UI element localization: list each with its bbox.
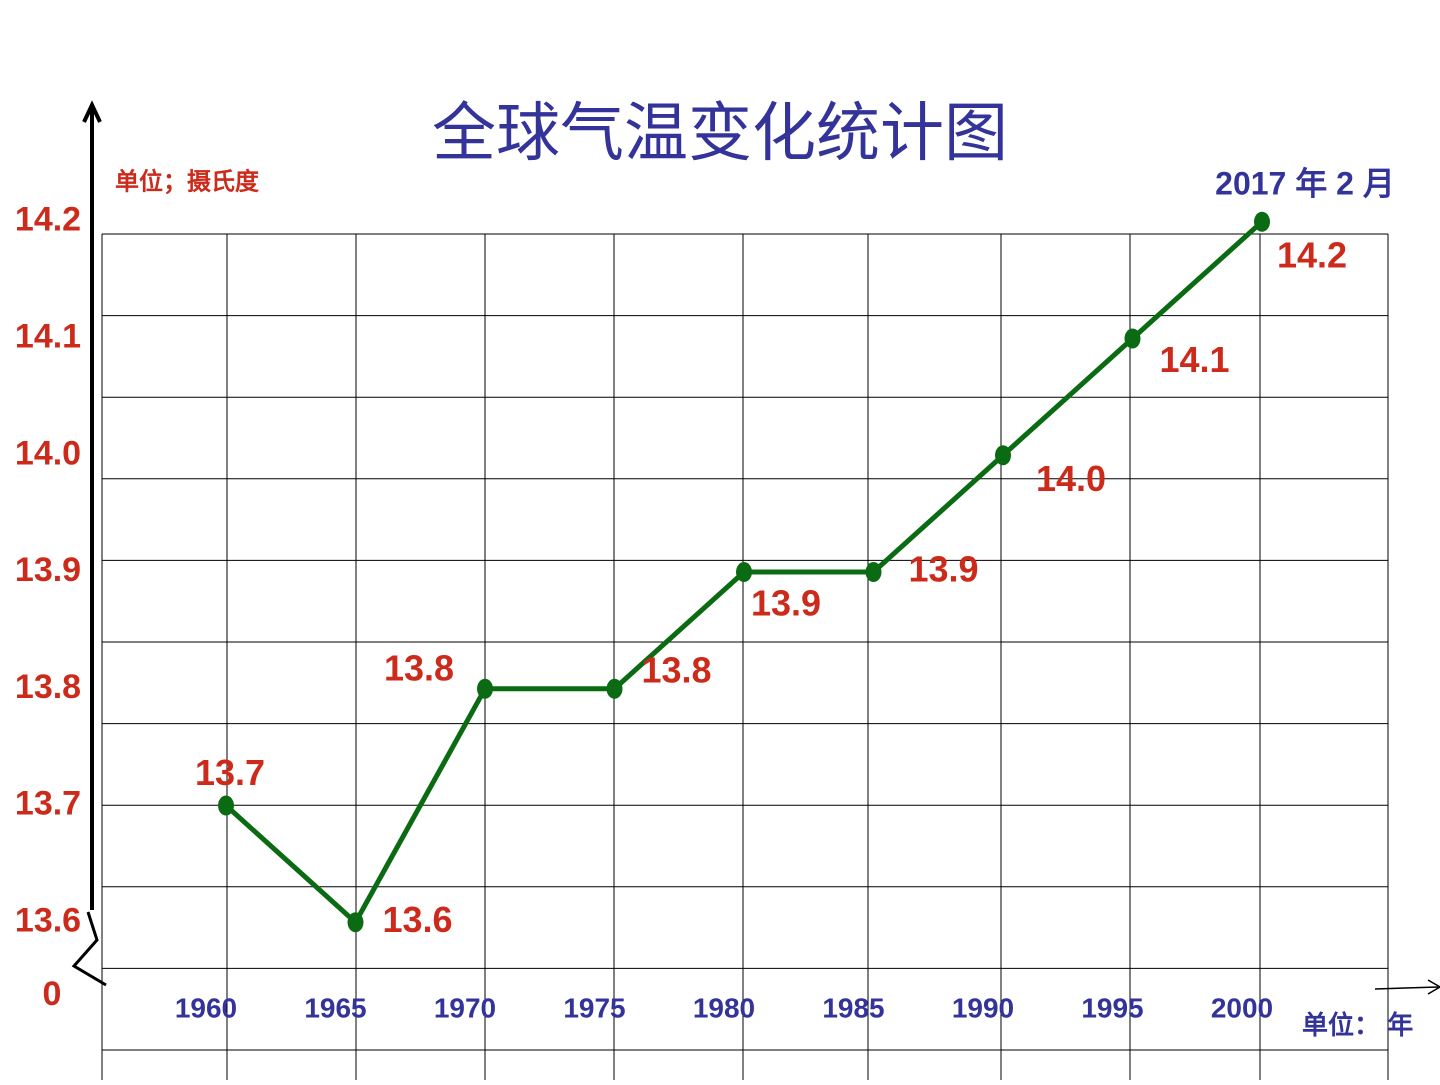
data-point: [1254, 211, 1270, 232]
data-point: [995, 445, 1011, 466]
y-tick-label: 13.7: [15, 785, 81, 823]
x-tick-label: 1975: [563, 992, 625, 1023]
value-label: 13.8: [641, 649, 711, 690]
y-tick-label: 0: [43, 975, 62, 1013]
data-point: [865, 562, 882, 583]
y-tick-label: 13.8: [15, 668, 81, 706]
value-label: 13.7: [195, 752, 265, 793]
chart-title: 全球气温变化统计图: [432, 97, 1008, 169]
value-label: 14.0: [1036, 458, 1106, 499]
axis-break: [71, 911, 107, 987]
data-point: [1124, 328, 1141, 349]
data-point: [347, 912, 364, 933]
data-point: [477, 678, 493, 699]
y-tick-label: 13.6: [15, 901, 81, 939]
x-tick-label: 1980: [693, 992, 755, 1023]
x-tick-label: 1970: [434, 992, 496, 1023]
x-tick-label: 1990: [952, 992, 1014, 1023]
data-point: [736, 562, 752, 583]
y-tick-label: 14.1: [15, 317, 81, 355]
value-label: 13.9: [751, 583, 821, 624]
value-label: 13.6: [382, 899, 452, 940]
value-label: 14.1: [1159, 339, 1229, 380]
x-tick-label: 1960: [175, 992, 237, 1023]
x-tick-label: 1985: [822, 992, 884, 1023]
x-tick-label: 1965: [304, 992, 366, 1023]
y-tick-label: 14.2: [15, 201, 81, 239]
x-tick-label: 2000: [1211, 992, 1273, 1023]
data-point: [606, 678, 623, 699]
y-unit-label: 单位；摄氏度: [115, 167, 260, 195]
data-point: [218, 795, 234, 816]
y-axis: [82, 100, 102, 910]
value-label: 13.9: [908, 549, 978, 590]
grid: [101, 233, 1389, 1080]
value-label: 14.2: [1277, 234, 1347, 275]
annotation: 2017 年 2 月: [1215, 165, 1395, 201]
y-tick-label: 14.0: [15, 434, 81, 472]
y-tick-label: 13.9: [15, 551, 81, 589]
value-label: 13.8: [384, 647, 454, 688]
x-tick-label: 1995: [1081, 992, 1143, 1023]
x-axis-arrow: [1374, 979, 1440, 995]
x-unit-label: 单位： 年: [1302, 1010, 1413, 1040]
